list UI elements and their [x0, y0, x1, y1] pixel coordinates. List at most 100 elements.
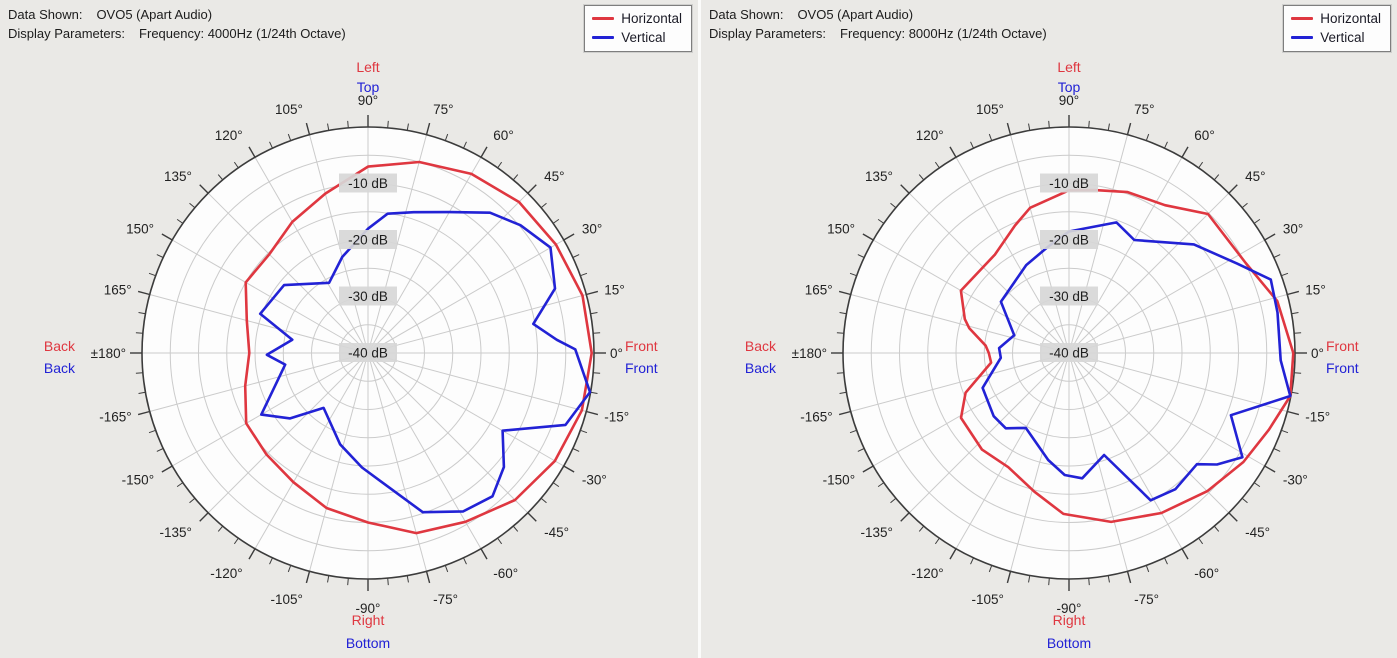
minor-tick	[1198, 537, 1204, 545]
angle-label: -135°	[159, 525, 191, 540]
major-tick	[248, 548, 256, 560]
direction-label-back-v: Back	[44, 360, 76, 376]
major-tick	[527, 184, 537, 194]
minor-tick	[512, 525, 519, 532]
minor-tick	[138, 312, 146, 315]
minor-tick	[217, 525, 224, 532]
direction-label-back-h: Back	[44, 338, 76, 354]
minor-tick	[857, 448, 865, 452]
legend-item-horizontal: Horizontal	[1291, 9, 1381, 28]
minor-tick	[1028, 123, 1031, 131]
minor-tick	[176, 482, 184, 488]
minor-tick	[148, 272, 156, 277]
minor-tick	[1107, 123, 1110, 131]
angle-label: 15°	[1305, 283, 1325, 298]
panel-8000hz: Data Shown: OVO5 (Apart Audio) Display Pa…	[701, 0, 1397, 658]
major-tick	[949, 146, 957, 158]
angle-label: -75°	[433, 592, 458, 607]
minor-tick	[347, 120, 349, 128]
grid-spoke	[309, 134, 369, 354]
minor-tick	[1088, 578, 1090, 586]
minor-tick	[839, 312, 847, 315]
legend-item-horizontal: Horizontal	[592, 9, 682, 28]
angle-label: 0°	[610, 346, 623, 361]
minor-tick	[857, 254, 865, 258]
angle-label: 45°	[1245, 169, 1265, 184]
grid-spoke	[149, 294, 369, 354]
grid-spoke	[367, 352, 587, 412]
grid-spoke	[367, 134, 427, 354]
angle-label: 30°	[1283, 222, 1303, 237]
minor-tick	[189, 497, 196, 504]
minor-tick	[580, 429, 588, 434]
minor-tick	[970, 141, 974, 149]
major-tick	[137, 290, 150, 296]
minor-tick	[269, 141, 273, 149]
minor-tick	[934, 161, 940, 169]
minor-tick	[1164, 557, 1168, 565]
major-tick	[527, 512, 537, 522]
major-tick	[1264, 233, 1276, 241]
minor-tick	[839, 391, 847, 394]
minor-tick	[918, 174, 925, 181]
minor-tick	[1213, 525, 1220, 532]
legend-4000hz: Horizontal Vertical	[583, 4, 693, 53]
display-params-label: Display Parameters:	[709, 26, 827, 41]
angle-label: -60°	[493, 566, 518, 581]
grid-spoke	[1068, 294, 1288, 354]
direction-labels: Left Top Right Bottom Back Back Front Front	[745, 59, 1359, 651]
major-tick	[563, 465, 575, 473]
major-tick	[305, 571, 311, 584]
minor-tick	[877, 218, 885, 224]
grid-spoke	[1068, 239, 1265, 354]
major-tick	[248, 146, 256, 158]
minor-tick	[387, 120, 389, 128]
angle-label: -165°	[99, 409, 131, 424]
grid-spoke	[1010, 352, 1070, 572]
minor-tick	[593, 332, 601, 334]
grid-spoke	[1068, 134, 1128, 354]
legend-label-horizontal: Horizontal	[621, 11, 682, 26]
direction-label-bottom-axis: Bottom	[1047, 635, 1091, 651]
vertical-line-swatch-icon	[1291, 36, 1314, 39]
polar-plot-8000hz: 90° 75° 60° 45° 30° 15° 0° -15° -30° -45° -60° -75°…	[745, 59, 1359, 651]
direction-label-top-axis: Top	[1058, 79, 1081, 95]
angle-label: -90°	[356, 601, 381, 616]
major-tick	[900, 184, 910, 194]
minor-tick	[497, 161, 503, 169]
minor-tick	[444, 133, 449, 141]
grid-spoke	[873, 239, 1070, 354]
angle-labels: 90° 75° 60° 45° 30° 15° 0° -15° -30° -45° -60° -75°…	[91, 93, 630, 616]
major-tick	[1287, 290, 1300, 296]
angle-label: -150°	[823, 473, 855, 488]
minor-tick	[189, 202, 196, 209]
angle-label: 60°	[493, 128, 513, 143]
angle-label: 135°	[164, 169, 192, 184]
grid-spoke	[367, 157, 482, 354]
data-shown-value: OVO5 (Apart Audio)	[797, 7, 914, 22]
angle-label: -30°	[1283, 473, 1308, 488]
minor-tick	[1164, 141, 1168, 149]
angle-label: 90°	[1059, 93, 1079, 108]
minor-tick	[970, 557, 974, 565]
minor-tick	[849, 272, 857, 277]
minor-tick	[1273, 254, 1281, 258]
direction-label-left-axis: Left	[1057, 59, 1080, 75]
angle-label: -45°	[1245, 525, 1270, 540]
grid-spoke	[1068, 352, 1183, 549]
series-vertical-curve	[981, 221, 1292, 502]
db-label-box	[1040, 343, 1098, 362]
grid-spoke	[207, 352, 369, 514]
minor-tick	[552, 218, 560, 224]
display-params-value: Frequency: 4000Hz (1/24th Octave)	[139, 26, 346, 41]
minor-tick	[156, 448, 164, 452]
minor-tick	[1213, 174, 1220, 181]
angle-label: -105°	[971, 592, 1003, 607]
minor-tick	[1145, 565, 1150, 573]
angle-label: -135°	[860, 525, 892, 540]
minor-tick	[347, 578, 349, 586]
minor-tick	[233, 537, 239, 545]
db-ring-labels: -10 dB -20 dB -30 dB -40 dB	[339, 173, 397, 362]
angle-label: -120°	[210, 566, 242, 581]
